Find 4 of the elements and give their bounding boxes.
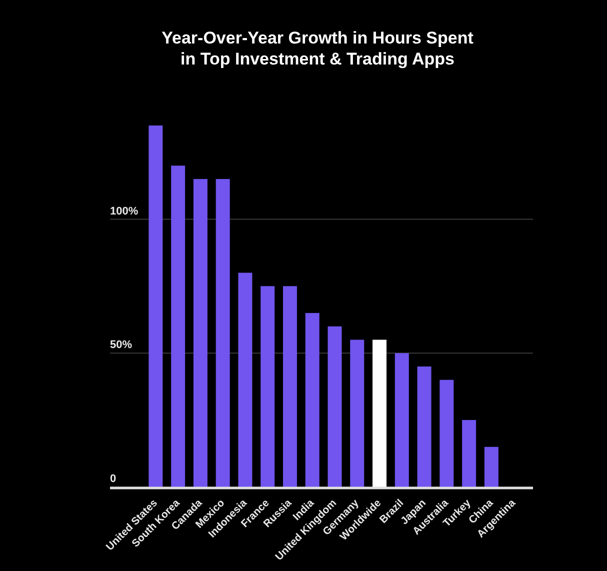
chart-title: Year-Over-Year Growth in Hours Spent in Top Investment & Trading Apps [162, 28, 474, 69]
y-tick-label: 50% [110, 339, 132, 352]
y-tick-label: 100% [110, 205, 138, 218]
y-tick-label: 0 [110, 473, 116, 486]
